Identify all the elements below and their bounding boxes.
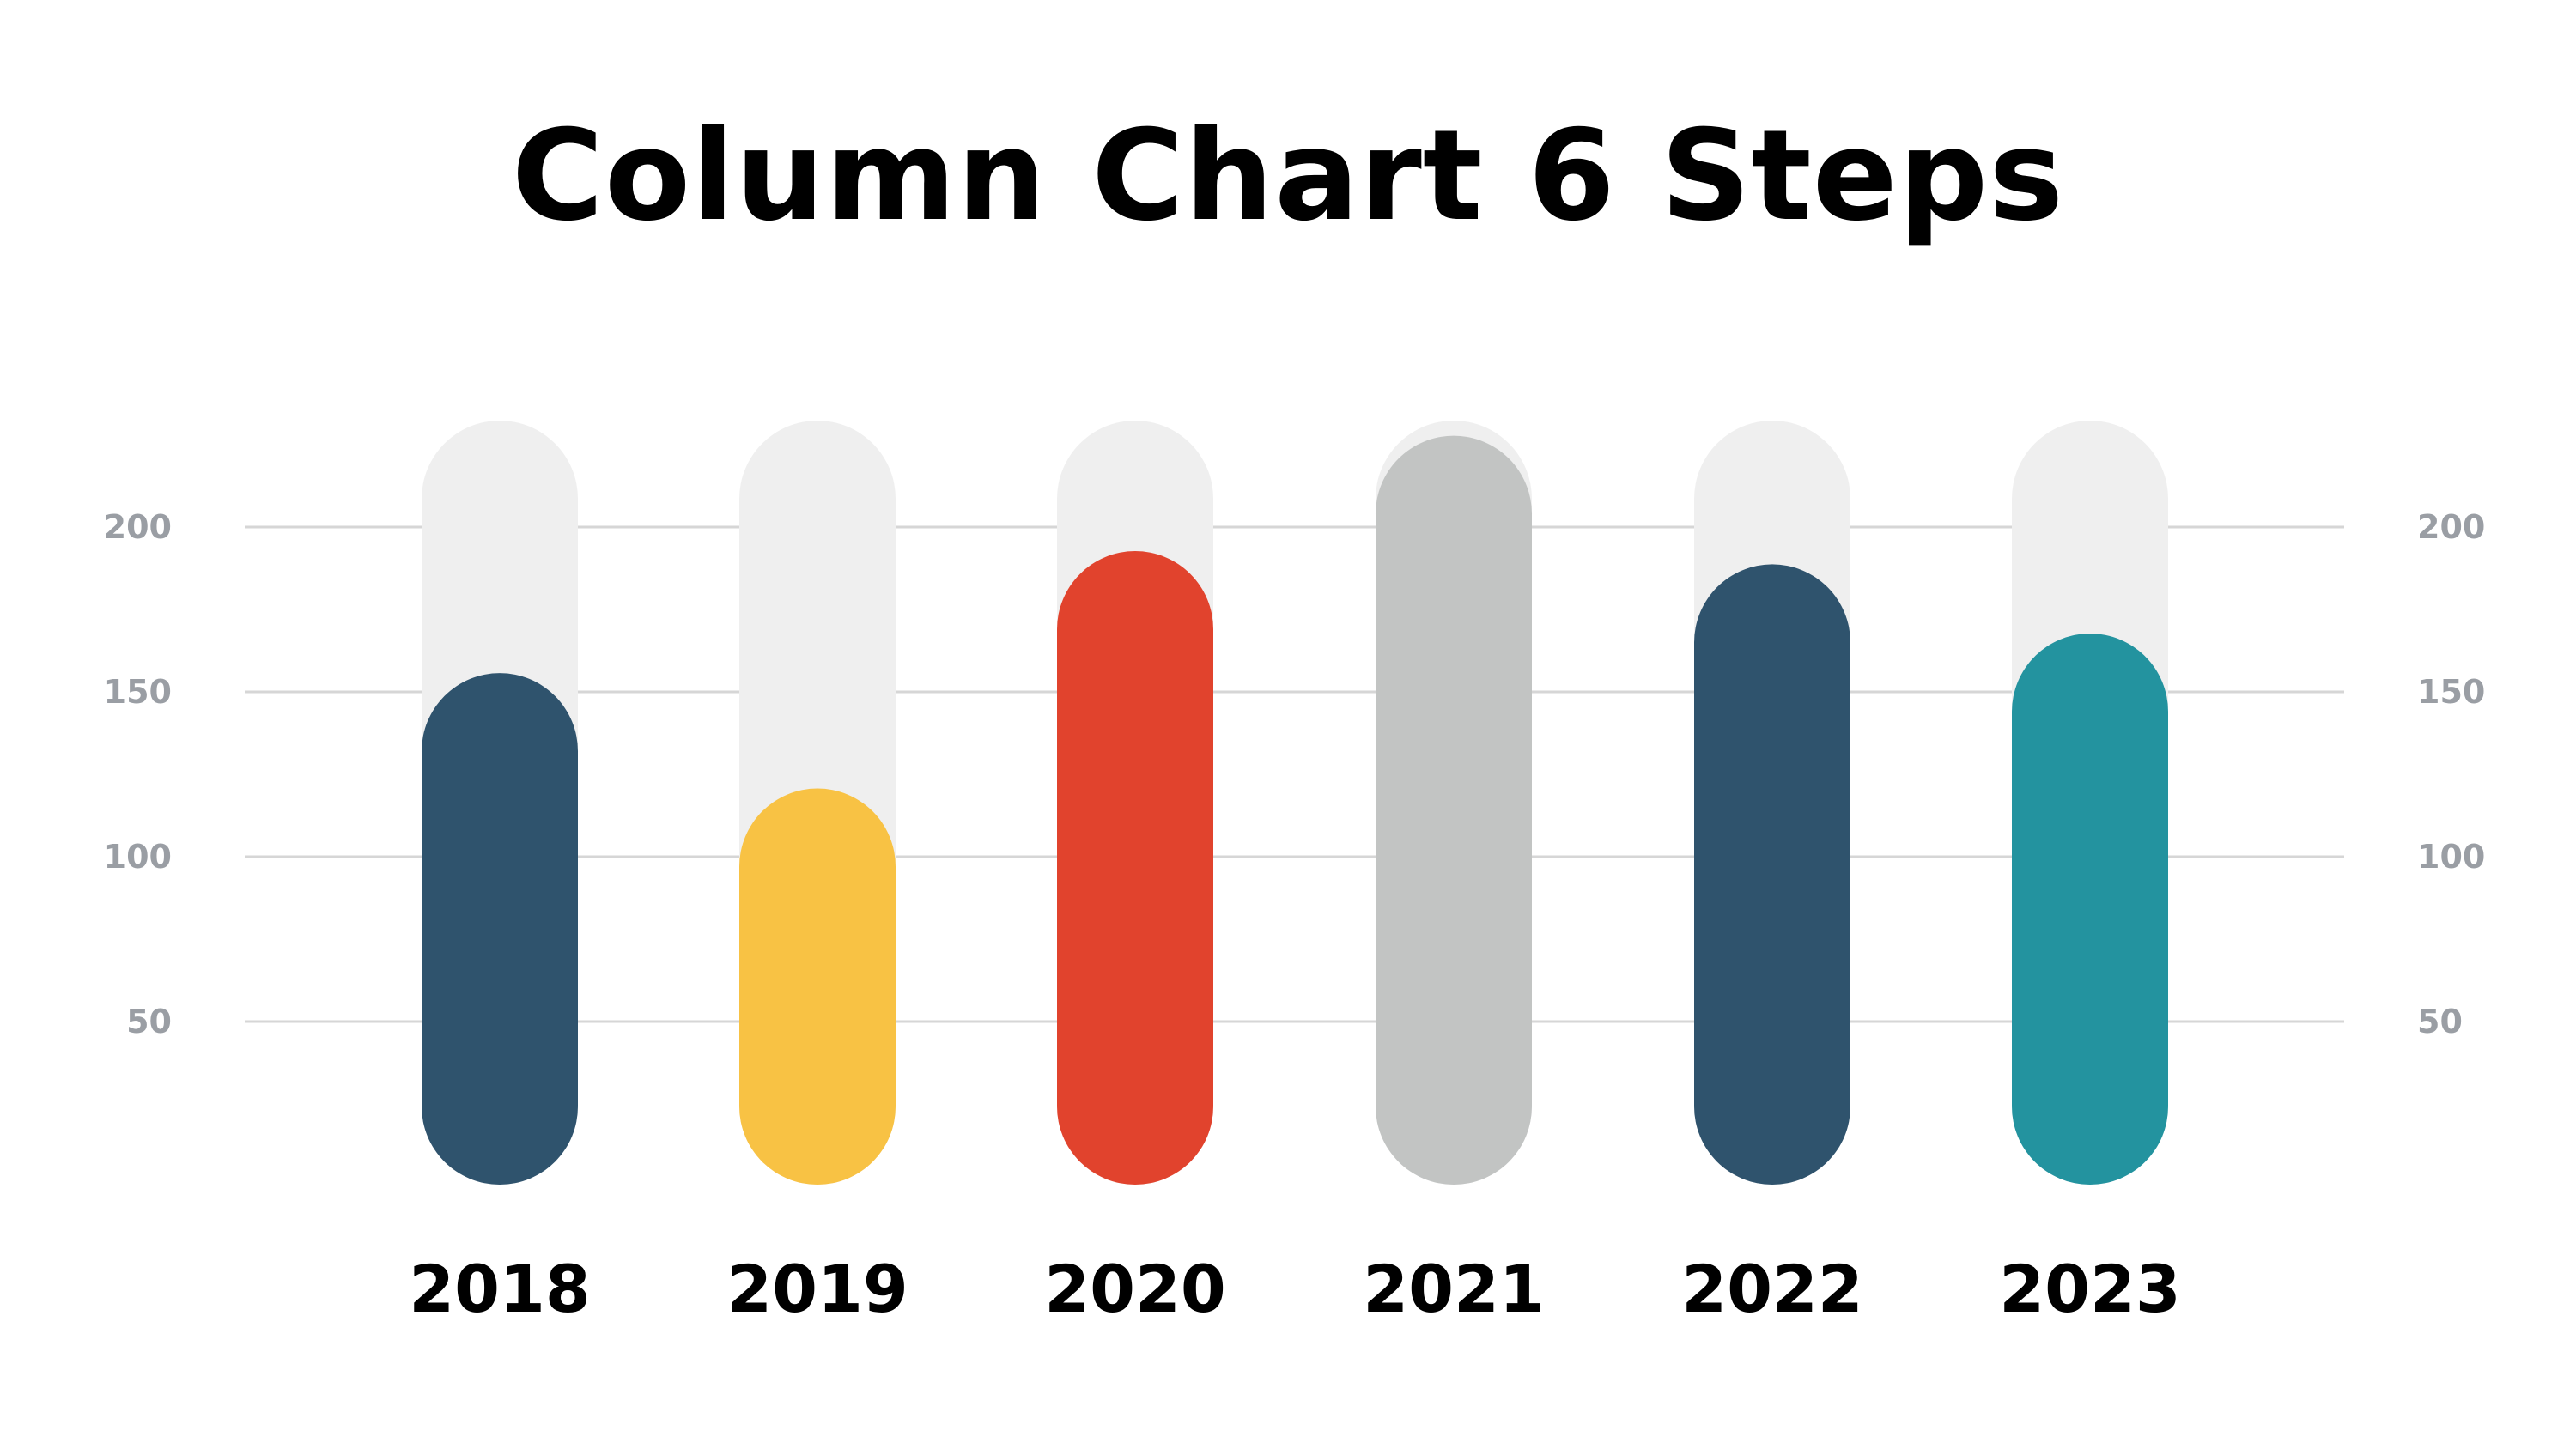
bar-2020 xyxy=(1057,551,1213,1185)
x-tick-label-2022: 2022 xyxy=(1681,1251,1863,1327)
y-tick-label-right: 150 xyxy=(2417,673,2485,711)
bar-2021 xyxy=(1376,435,1532,1185)
y-tick-label-right: 50 xyxy=(2417,1003,2463,1040)
y-axis-ticks: 50 50 100 100 150 150 200 200 xyxy=(104,508,2486,1040)
y-tick-label-left: 200 xyxy=(104,508,172,546)
x-tick-label-2021: 2021 xyxy=(1363,1251,1545,1327)
y-tick-label-left: 150 xyxy=(104,673,172,711)
bar-2019 xyxy=(739,788,896,1185)
y-tick-label-left: 100 xyxy=(104,838,172,876)
bar-tracks xyxy=(422,421,2168,1185)
x-tick-label-2023: 2023 xyxy=(1999,1251,2181,1327)
bar-2018 xyxy=(422,673,578,1185)
y-tick-label-right: 100 xyxy=(2417,838,2485,876)
chart-title: Column Chart 6 Steps xyxy=(511,103,2065,249)
x-tick-label-2018: 2018 xyxy=(409,1251,591,1327)
y-tick-label-left: 50 xyxy=(126,1003,172,1040)
bar-2022 xyxy=(1694,564,1850,1185)
bar-2023 xyxy=(2012,634,2168,1185)
gridlines xyxy=(245,525,2344,1023)
x-tick-label-2020: 2020 xyxy=(1044,1251,1226,1327)
x-axis-labels: 2018 2019 2020 2021 2022 2023 xyxy=(409,1251,2181,1327)
y-tick-label-right: 200 xyxy=(2417,508,2485,546)
x-tick-label-2019: 2019 xyxy=(726,1251,908,1327)
bars xyxy=(422,435,2168,1185)
